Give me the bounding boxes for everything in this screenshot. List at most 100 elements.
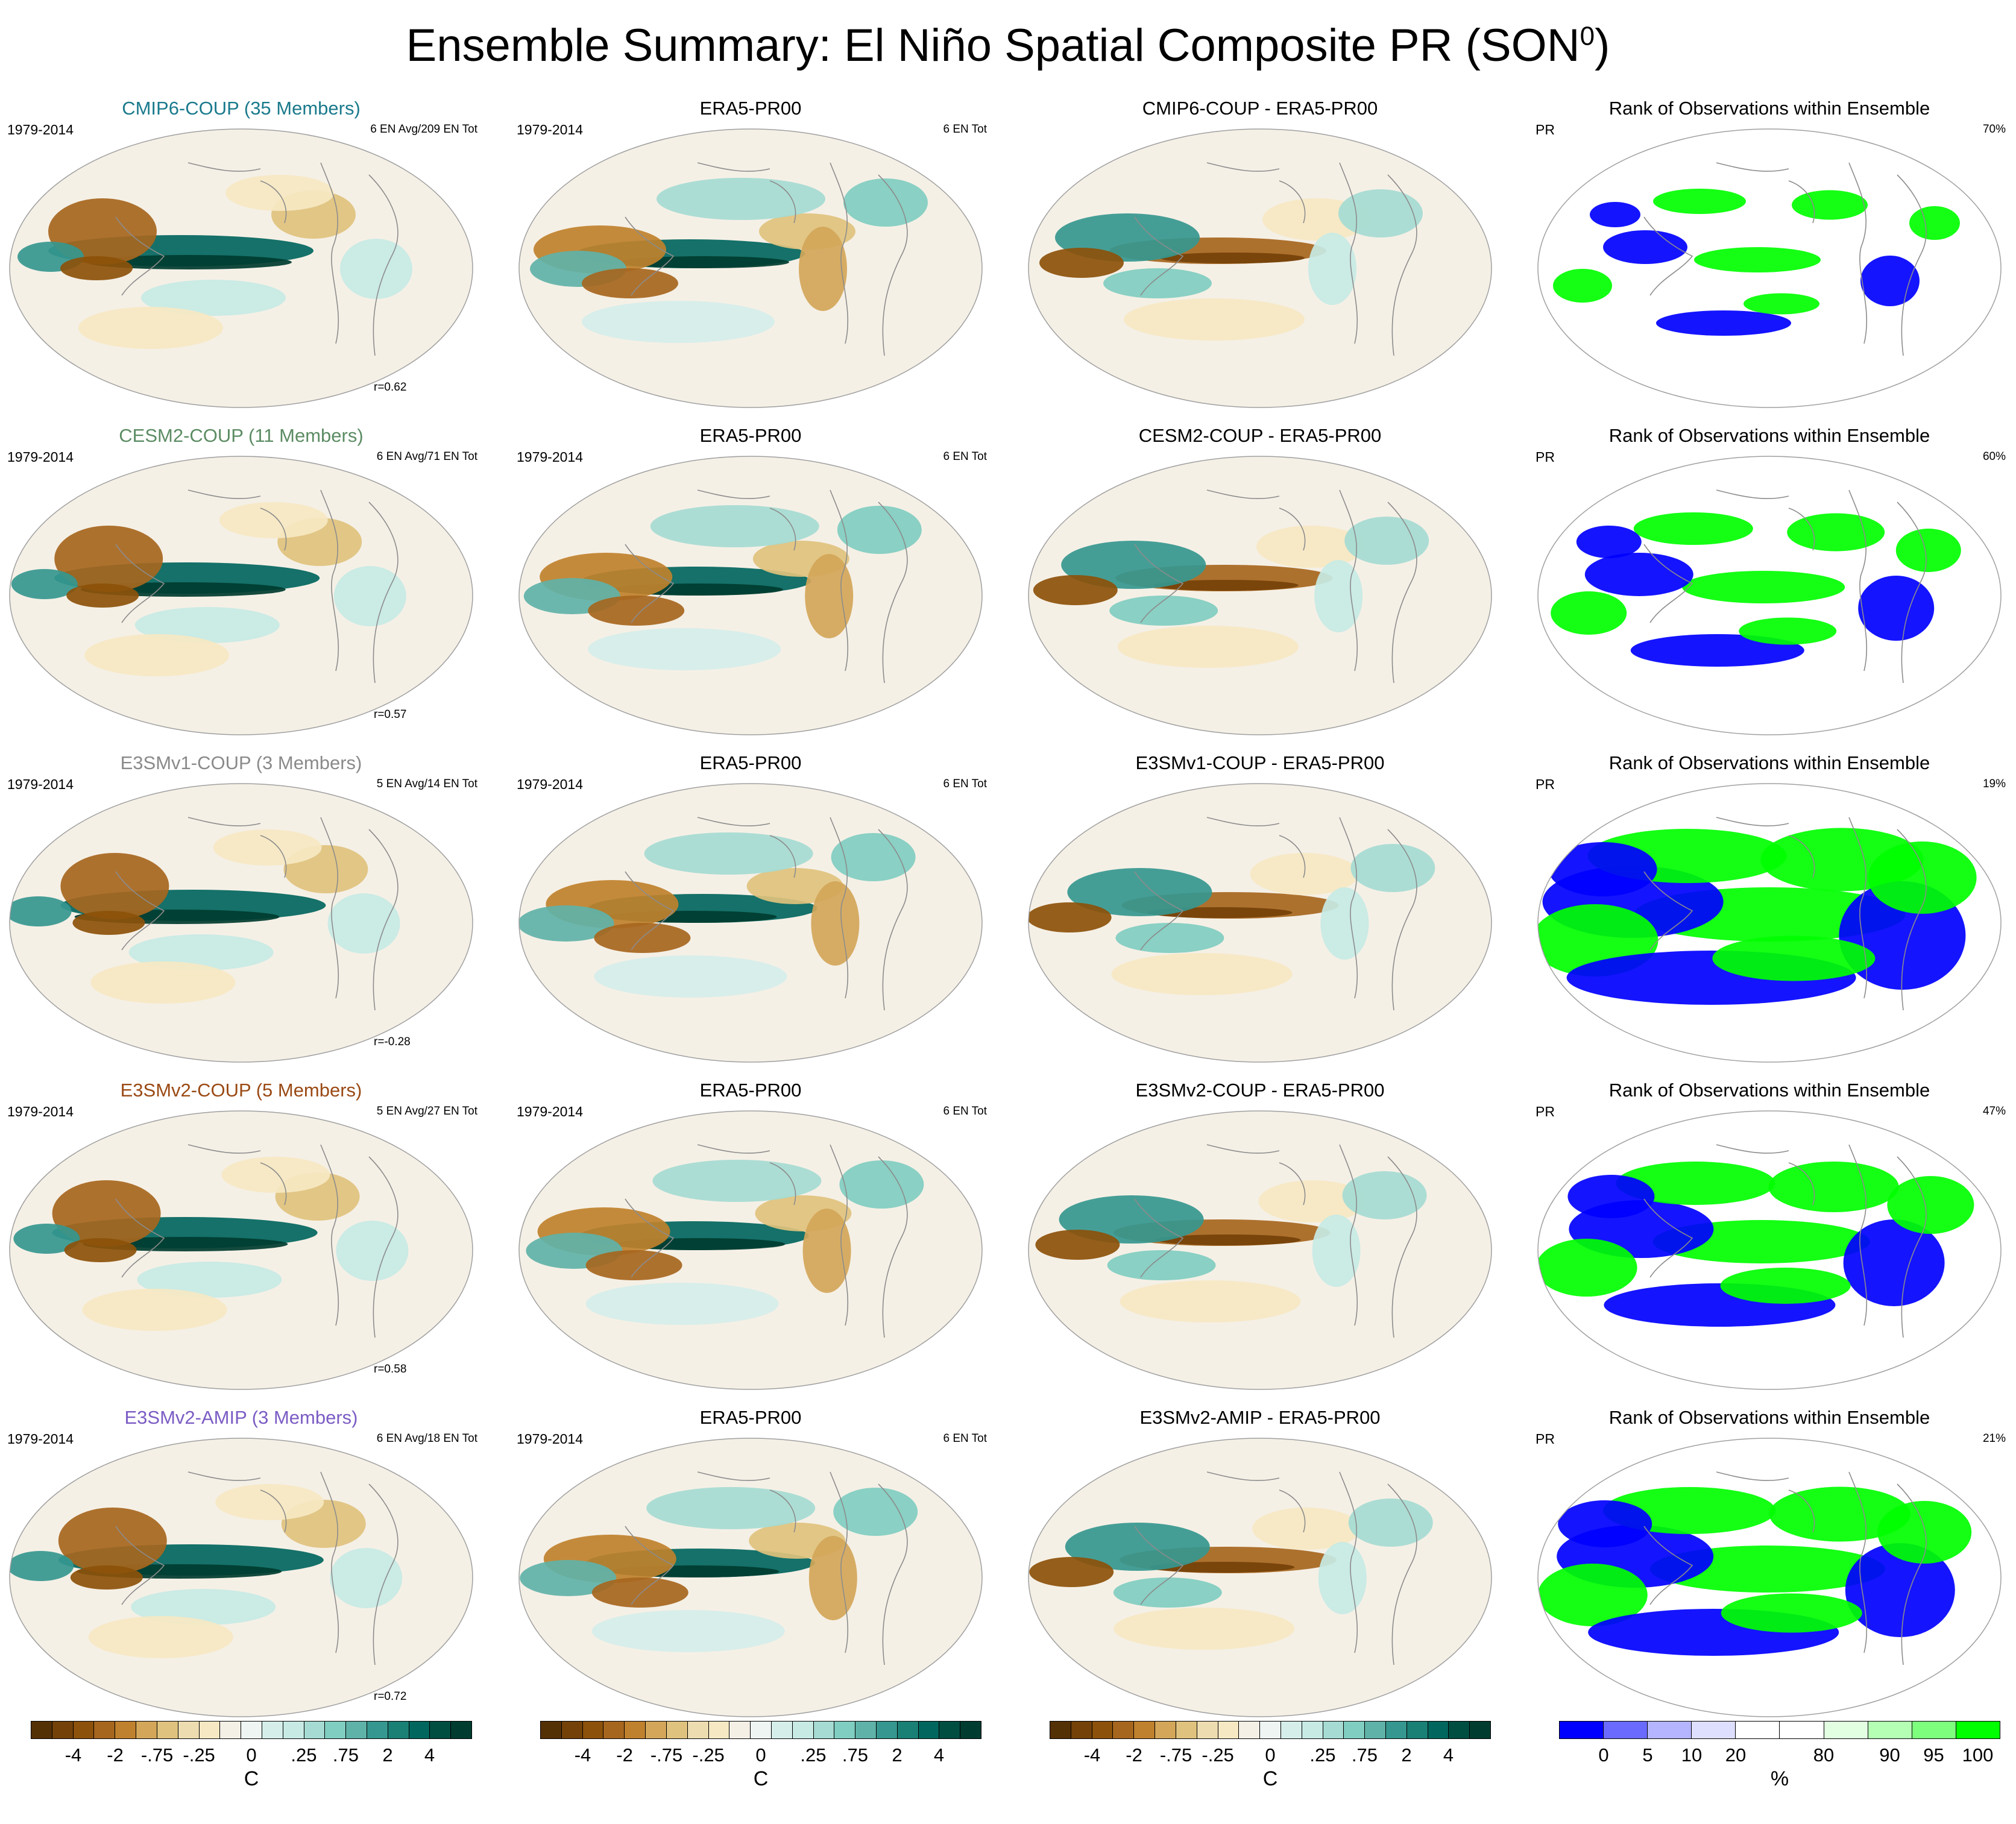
colorbar-swatch xyxy=(666,1722,688,1738)
panel-title: ERA5-PR00 xyxy=(699,425,802,446)
panel-right-label: 6 EN Avg/71 EN Tot xyxy=(376,450,477,463)
colorbar-tick: .25 xyxy=(291,1744,317,1766)
panel-title: E3SMv1-COUP - ERA5-PR00 xyxy=(1135,752,1385,773)
colorbar-3: -4 -2 -.75 -.25 0 .25 .75 2 4 C xyxy=(1050,1721,1491,1800)
panel-left-label: PR xyxy=(1536,776,1555,792)
colorbar-tick: .25 xyxy=(1309,1744,1336,1766)
colorbar-swatch xyxy=(1260,1722,1281,1738)
panel-model-4: E3SMv2-COUP (5 Members) 1979-2014 5 EN Avg… xyxy=(0,1078,482,1404)
colorbar-swatch xyxy=(73,1722,95,1738)
colorbar-tick: 2 xyxy=(892,1744,902,1766)
colorbar-swatch xyxy=(388,1722,409,1738)
colorbar-swatch xyxy=(792,1722,814,1738)
panel-right-label: 5 EN Avg/27 EN Tot xyxy=(376,1105,477,1118)
colorbar-swatch xyxy=(136,1722,157,1738)
map-obs xyxy=(518,1110,983,1390)
colorbar-swatch xyxy=(1386,1722,1407,1738)
colorbar-swatch xyxy=(1604,1722,1648,1738)
colorbar-swatch xyxy=(199,1722,221,1738)
colorbar-swatch xyxy=(918,1722,940,1738)
map-model xyxy=(9,456,473,735)
colorbar-swatch xyxy=(855,1722,877,1738)
colorbar-swatch xyxy=(178,1722,200,1738)
colorbar-swatch xyxy=(1155,1722,1176,1738)
panel-obs-5: ERA5-PR00 1979-2014 6 EN Tot xyxy=(509,1406,992,1731)
colorbar-tick: 20 xyxy=(1725,1744,1747,1766)
colorbar-swatch xyxy=(1134,1722,1156,1738)
colorbar-swatch xyxy=(1323,1722,1344,1738)
panel-right-label: 6 EN Avg/18 EN Tot xyxy=(376,1432,477,1445)
panel-model-3: E3SMv1-COUP (3 Members) 1979-2014 5 EN Avg… xyxy=(0,751,482,1077)
colorbar-swatch xyxy=(1470,1722,1491,1738)
map-diff xyxy=(1028,1438,1492,1717)
colorbar-swatch xyxy=(1050,1722,1071,1738)
colorbar-unit: % xyxy=(1770,1767,1789,1790)
colorbar-swatch xyxy=(1113,1722,1135,1738)
panel-title: E3SMv2-COUP (5 Members) xyxy=(120,1080,362,1101)
colorbar-swatch xyxy=(1648,1722,1692,1738)
colorbar-tick: -.25 xyxy=(692,1744,725,1766)
colorbar-swatch xyxy=(346,1722,367,1738)
correlation-label: r=0.57 xyxy=(374,708,407,721)
panel-left-label: PR xyxy=(1536,1431,1555,1447)
colorbar-swatch xyxy=(541,1722,562,1738)
colorbar-swatch xyxy=(157,1722,178,1738)
colorbar-tick: 5 xyxy=(1642,1744,1653,1766)
panel-title: Rank of Observations within Ensemble xyxy=(1608,1080,1930,1101)
panel-model-5: E3SMv2-AMIP (3 Members) 1979-2014 6 EN Avg… xyxy=(0,1406,482,1731)
colorbar-swatch xyxy=(751,1722,772,1738)
panel-right-label: 47% xyxy=(1982,1105,2006,1118)
panel-title: E3SMv2-AMIP (3 Members) xyxy=(124,1407,358,1428)
colorbar-swatches xyxy=(31,1721,472,1739)
panel-obs-4: ERA5-PR00 1979-2014 6 EN Tot xyxy=(509,1078,992,1404)
colorbar-swatch xyxy=(1365,1722,1386,1738)
colorbar-swatch xyxy=(1239,1722,1261,1738)
colorbar-tick: .75 xyxy=(332,1744,359,1766)
panel-title: CESM2-COUP (11 Members) xyxy=(119,425,364,446)
colorbar-swatch xyxy=(262,1722,283,1738)
map-diff xyxy=(1028,456,1492,735)
colorbar-4: 0 5 10 20 80 90 95 100% xyxy=(1559,1721,2000,1800)
panel-obs-1: ERA5-PR00 1979-2014 6 EN Tot xyxy=(509,96,992,422)
panel-right-label: 6 EN Tot xyxy=(943,123,987,136)
panel-left-label: PR xyxy=(1536,1104,1555,1119)
panel-title: E3SMv1-COUP (3 Members) xyxy=(120,752,362,773)
colorbar-tick: 95 xyxy=(1923,1744,1944,1766)
panel-left-label: 1979-2014 xyxy=(517,1104,583,1119)
panel-left-label: PR xyxy=(1536,122,1555,137)
colorbar-swatch xyxy=(877,1722,898,1738)
panel-left-label: 1979-2014 xyxy=(517,122,583,137)
colorbar-swatch xyxy=(834,1722,856,1738)
map-diff xyxy=(1028,1110,1492,1390)
colorbar-swatch xyxy=(1780,1722,1824,1738)
colorbar-swatch xyxy=(1280,1722,1302,1738)
panel-left-label: 1979-2014 xyxy=(517,1431,583,1447)
map-obs xyxy=(518,1438,983,1717)
correlation-label: r=0.72 xyxy=(374,1690,407,1703)
colorbar-swatch xyxy=(1197,1722,1218,1738)
panel-title: ERA5-PR00 xyxy=(699,752,802,773)
colorbar-tick: 2 xyxy=(1401,1744,1412,1766)
panel-title: ERA5-PR00 xyxy=(699,1407,802,1428)
map-rank xyxy=(1537,783,2002,1063)
colorbar-swatch xyxy=(241,1722,262,1738)
colorbar-swatch xyxy=(1912,1722,1956,1738)
map-obs xyxy=(518,128,983,408)
colorbar-swatch xyxy=(430,1722,452,1738)
panel-diff-1: CMIP6-COUP - ERA5-PR00 xyxy=(1019,96,1501,422)
colorbar-swatch xyxy=(582,1722,604,1738)
panel-title: ERA5-PR00 xyxy=(699,1080,802,1101)
colorbar-swatch xyxy=(1218,1722,1240,1738)
map-rank xyxy=(1537,128,2002,408)
colorbar-swatch xyxy=(625,1722,646,1738)
correlation-label: r=0.62 xyxy=(374,381,407,394)
panel-diff-5: E3SMv2-AMIP - ERA5-PR00 xyxy=(1019,1406,1501,1731)
panel-model-1: CMIP6-COUP (35 Members) 1979-2014 6 EN Avg… xyxy=(0,96,482,422)
panel-rank-1: Rank of Observations within Ensemble PR 70… xyxy=(1528,96,2011,422)
colorbar-tick: 0 xyxy=(755,1744,766,1766)
panel-right-label: 70% xyxy=(1982,123,2006,136)
colorbar-tick: .75 xyxy=(842,1744,868,1766)
panel-right-label: 19% xyxy=(1982,778,2006,790)
colorbar-tick: -4 xyxy=(574,1744,591,1766)
colorbar-swatch xyxy=(220,1722,242,1738)
